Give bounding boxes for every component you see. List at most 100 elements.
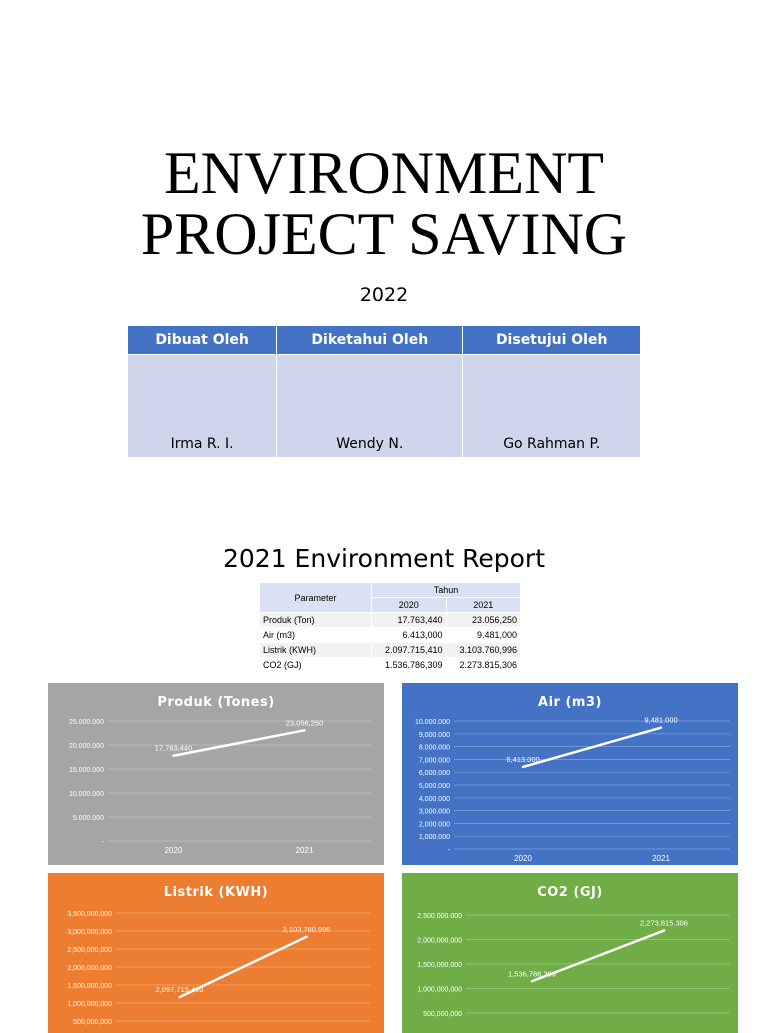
y-tick-label: 15.000.000	[69, 767, 104, 774]
y-tick-label: -	[448, 847, 451, 854]
row-value-2020: 6.413,000	[371, 627, 447, 643]
data-label: 3,103,760.996	[283, 925, 331, 934]
chart-title: Listrik (KWH)	[164, 885, 268, 900]
y-tick-label: 5.000.000	[73, 815, 104, 822]
chart-title: Air (m3)	[538, 695, 602, 710]
table-header-year: 2021	[445, 597, 521, 613]
chart-background	[48, 683, 384, 865]
data-point	[306, 936, 307, 938]
row-value-2021: 9.481,000	[445, 627, 521, 643]
y-tick-label: 2,000,000,000	[417, 938, 462, 945]
report-table: Parameter Tahun 2020 2021 Produk (Ton) 1…	[259, 582, 521, 673]
y-tick-label: 25.000.000	[69, 719, 104, 726]
data-label: 1,536,786,309	[508, 969, 556, 978]
y-tick-label: -	[102, 839, 105, 846]
row-value-2020: 1.536.786,309	[371, 657, 447, 673]
y-tick-label: 6,000.000	[419, 770, 450, 777]
data-label: 17,763,440	[155, 744, 193, 753]
row-label: CO2 (GJ)	[259, 657, 372, 673]
chart-listrik-svg: Listrik (KWH) 3,500,000,000 3,000,000,000 2…	[48, 873, 384, 1033]
chart-produk: Produk (Tones) 25.000.000 20.000.000 15.000…	[48, 683, 384, 865]
y-tick-label: 1,000,000,000	[417, 987, 462, 994]
data-label: 9,481.000	[644, 716, 677, 725]
y-tick-label: 500,000,000	[73, 1019, 112, 1026]
y-tick-label: 20.000.000	[69, 743, 104, 750]
chart-co2-svg: CO2 (GJ) 2.500.000.000 2,000,000,000 1,500,…	[402, 873, 738, 1033]
series-line	[172, 729, 306, 757]
table-header-year-group: Tahun	[371, 582, 521, 598]
y-tick-label: 500,000,000	[423, 1011, 462, 1018]
y-tick-label: 7,000.000	[419, 757, 450, 764]
table-row: Listrik (KWH) 2.097.715,410 3.103.760,99…	[259, 642, 521, 658]
chart-air-svg: Air (m3) 10.000.000 9,000.000 8.000.000 7,00…	[402, 683, 738, 865]
y-tick-label: 1,500,000,000	[67, 983, 112, 990]
signoff-header-prepared: Dibuat Oleh	[128, 326, 278, 355]
y-tick-label: 1,500,000,000	[417, 962, 462, 969]
chart-title: CO2 (GJ)	[537, 885, 603, 900]
y-tick-label: 10.000.000	[69, 791, 104, 798]
y-tick-label: 8.000.000	[419, 745, 450, 752]
y-tick-label: 10.000.000	[415, 719, 450, 726]
series-line	[178, 935, 308, 999]
x-tick-label: 2021	[296, 846, 314, 855]
year-label: 2022	[359, 284, 409, 306]
y-tick-label: 1,000.000	[419, 834, 450, 841]
chart-co2: CO2 (GJ) 2.500.000.000 2,000,000,000 1,500,…	[402, 873, 738, 1033]
y-tick-label: 4,000.000	[419, 796, 450, 803]
row-value-2020: 2.097.715,410	[371, 642, 447, 658]
signoff-table: Dibuat Oleh Diketahui Oleh Disetujui Ole…	[128, 326, 640, 457]
data-point	[531, 980, 533, 982]
row-label: Air (m3)	[259, 627, 372, 643]
data-point	[660, 727, 662, 729]
data-label: 2,273,815.306	[640, 919, 688, 928]
y-tick-label: 3,000.000	[419, 809, 450, 816]
y-tick-label: 3,000,000,000	[67, 929, 112, 936]
table-header-parameter: Parameter	[259, 582, 372, 613]
data-point	[304, 729, 305, 731]
y-tick-label: 1,000,000,000	[67, 1001, 112, 1008]
y-tick-label: 5,000.000	[419, 783, 450, 790]
chart-background	[402, 873, 738, 1033]
data-point	[179, 996, 180, 998]
y-tick-label: 2,500,000,000	[67, 947, 112, 954]
chart-title: Produk (Tones)	[157, 695, 274, 710]
data-label: 23,056,250	[286, 718, 324, 727]
signoff-name-prepared: Irma R. I.	[128, 354, 278, 457]
chart-air: Air (m3) 10.000.000 9,000.000 8.000.000 7,00…	[402, 683, 738, 865]
row-value-2021: 2.273.815,306	[445, 657, 521, 673]
x-tick-label: 2021	[652, 854, 670, 863]
x-tick-label: 2020	[514, 854, 532, 863]
row-value-2020: 17.763,440	[371, 612, 447, 628]
title-line-2: PROJECT SAVING	[140, 201, 628, 267]
row-value-2021: 23.056,250	[445, 612, 521, 628]
page-title: ENVIRONMENT PROJECT SAVING	[0, 143, 768, 265]
report-title: 2021 Environment Report	[222, 544, 546, 573]
data-label: 6,413.000	[506, 755, 539, 764]
data-label: 2,097,715,410	[156, 985, 204, 994]
chart-background	[48, 873, 384, 1033]
data-point	[173, 755, 174, 757]
table-header-year: 2020	[371, 597, 447, 613]
row-label: Produk (Ton)	[259, 612, 372, 628]
y-tick-label: 2,000,000,000	[67, 965, 112, 972]
signoff-header-approved: Disetujui Oleh	[462, 326, 640, 355]
title-line-1: ENVIRONMENT	[164, 140, 604, 206]
table-row: Air (m3) 6.413,000 9.481,000	[259, 627, 521, 643]
table-row: CO2 (GJ) 1.536.786,309 2.273.815,306	[259, 657, 521, 673]
chart-listrik: Listrik (KWH) 3,500,000,000 3,000,000,000 2…	[48, 873, 384, 1033]
y-tick-label: 3,500,000,000	[67, 911, 112, 918]
signoff-name-acknowledged: Wendy N.	[276, 354, 464, 457]
y-tick-label: 9,000.000	[419, 732, 450, 739]
data-point	[522, 766, 524, 768]
row-value-2021: 3.103.760,996	[445, 642, 521, 658]
series-line	[530, 929, 666, 983]
data-point	[663, 930, 665, 932]
y-tick-label: 2,000.000	[419, 821, 450, 828]
chart-produk-svg: Produk (Tones) 25.000.000 20.000.000 15.000…	[48, 683, 384, 865]
y-tick-label: 2.500.000.000	[417, 913, 462, 920]
signoff-name-approved: Go Rahman P.	[462, 354, 640, 457]
chart-background	[402, 683, 738, 865]
table-row: Produk (Ton) 17.763,440 23.056,250	[259, 612, 521, 628]
row-label: Listrik (KWH)	[259, 642, 372, 658]
x-tick-label: 2020	[165, 846, 183, 855]
